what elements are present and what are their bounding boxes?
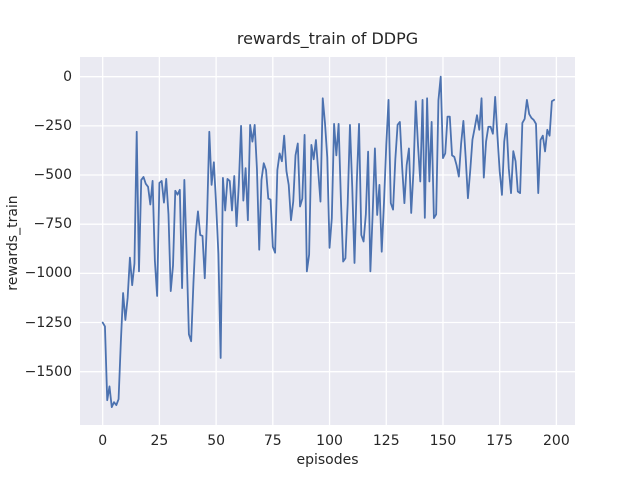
line-chart-canvas xyxy=(80,57,575,425)
plot-area xyxy=(80,57,575,425)
x-tick-label: 75 xyxy=(263,433,282,449)
y-tick-label: −1250 xyxy=(24,314,72,331)
x-tick-label: 25 xyxy=(150,433,169,449)
y-tick-label: −1500 xyxy=(24,363,72,380)
y-axis-label: rewards_train xyxy=(5,195,21,291)
x-tick-label: 200 xyxy=(543,433,570,449)
y-tick-label: −1000 xyxy=(24,265,72,282)
x-axis-label: episodes xyxy=(296,452,359,468)
x-tick-label: 175 xyxy=(486,433,514,449)
x-tick-label: 150 xyxy=(429,433,457,449)
y-tick-label: −750 xyxy=(33,216,72,233)
chart-title: rewards_train of DDPG xyxy=(236,29,419,48)
x-tick-label: 125 xyxy=(372,433,400,449)
y-tick-label: 0 xyxy=(63,68,72,85)
x-tick-label: 100 xyxy=(316,433,343,449)
y-tick-label: −500 xyxy=(33,167,72,183)
x-tick-label: 50 xyxy=(207,433,226,449)
rewards-line xyxy=(101,75,556,409)
y-tick-label: −250 xyxy=(33,117,72,134)
x-tick-label: 0 xyxy=(98,433,108,449)
